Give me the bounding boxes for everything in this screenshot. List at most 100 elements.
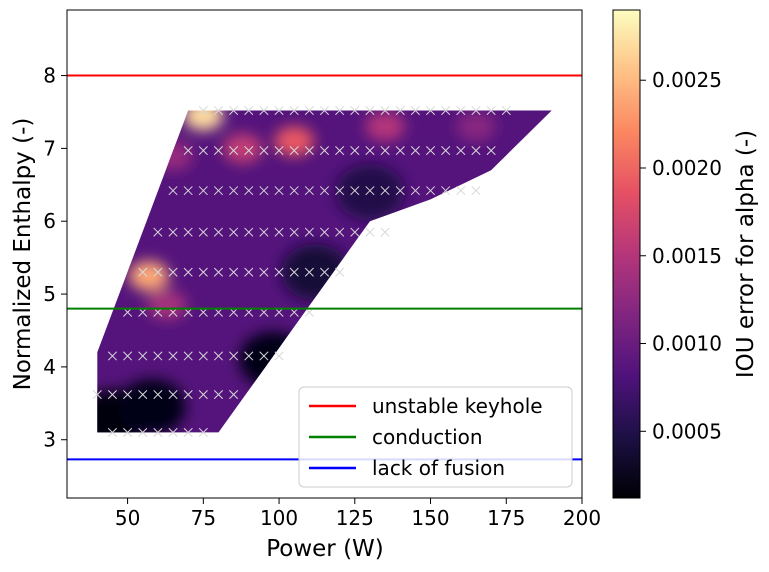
x-tick-label: 50 [115,506,140,530]
sample-point-marker [259,351,269,361]
sample-point-marker [486,146,496,156]
sample-point-marker [198,105,208,116]
sample-point-marker [425,146,436,156]
sample-point-marker [289,105,299,116]
sample-point-marker [168,351,178,361]
sample-point-marker [198,390,208,400]
sample-point-marker [244,351,254,361]
sample-point-marker [123,351,133,361]
sample-point-marker [319,186,330,196]
y-tick-label: 6 [43,209,56,233]
sample-point-marker [229,146,239,156]
sample-point-marker [410,105,420,116]
sample-point-marker [123,390,133,400]
sample-point-marker [153,390,163,400]
sample-point-marker [213,105,224,116]
y-axis-label: Normalized Enthalpy (-) [10,118,36,391]
sample-point-marker [304,105,314,116]
sample-point-marker [395,186,405,196]
sample-point-marker [274,351,284,361]
error-hotspot [183,110,224,131]
y-tick-label: 7 [43,136,56,160]
x-tick-label: 200 [563,506,601,530]
colorbar-gradient [612,9,641,499]
y-tick-label: 3 [43,428,56,452]
sample-point-marker [183,267,193,277]
sample-point-marker [183,227,193,237]
x-axis-label: Power (W) [266,536,384,562]
sample-point-marker [274,186,284,196]
legend-label-conduction: conduction [372,425,483,449]
sample-point-marker [441,105,451,116]
sample-point-marker [289,146,299,156]
plot-frame [66,9,583,499]
sample-point-marker [350,146,360,156]
sample-point-marker [183,390,193,400]
sample-point-marker [274,146,284,156]
sample-point-marker [471,186,481,196]
error-hotspot [222,133,263,164]
sample-point-marker [229,227,239,237]
sample-point-marker [456,105,466,116]
sample-point-marker [304,267,314,277]
sample-point-marker [198,227,208,237]
sample-point-marker [213,186,224,196]
error-lowspot [117,378,186,433]
sample-point-marker [335,186,345,196]
sample-point-marker [410,146,420,156]
sample-point-marker [229,105,239,116]
legend-label-lack-of-fusion: lack of fusion [372,456,505,480]
error-lowspot [239,331,307,388]
sample-point-marker [229,267,239,277]
sample-markers [92,105,511,438]
error-hotspot [365,111,406,142]
colorbar-label: IOU error for alpha (-) [733,130,759,378]
sample-point-marker [456,186,466,196]
colorbar-ticks: 0.0005 0.0010 0.0015 0.0020 0.0025 [640,68,722,443]
colorbar: 0.0005 0.0010 0.0015 0.0020 0.0025 IOU error… [612,9,759,499]
sample-point-marker [213,227,224,237]
sample-point-marker [410,186,420,196]
colorbar-tick-label: 0.0005 [652,419,722,443]
error-hotspot [274,126,315,157]
sample-point-marker [259,105,269,116]
sample-point-marker [350,186,360,196]
sample-point-marker [138,427,148,438]
colorbar-tick-label: 0.0010 [652,332,722,356]
sample-point-marker [107,390,117,400]
sample-point-marker [365,186,375,196]
sample-point-marker [274,105,284,116]
x-tick-label: 100 [260,506,298,530]
sample-point-marker [289,267,299,277]
y-tick-label: 8 [43,64,56,88]
sample-point-marker [319,105,330,116]
sample-point-marker [244,267,254,277]
x-tick-label: 150 [411,506,449,530]
x-tick-label: 125 [336,506,374,530]
sample-point-marker [213,146,224,156]
sample-point-marker [335,267,345,277]
sample-point-marker [365,105,375,116]
sample-point-marker [198,351,208,361]
sample-point-marker [319,267,330,277]
sample-point-marker [198,267,208,277]
sample-point-marker [289,186,299,196]
error-hotspot [153,140,194,171]
sample-point-marker [244,105,254,116]
sample-point-marker [168,390,178,400]
sample-point-marker [213,267,224,277]
sample-point-marker [107,351,117,361]
sample-point-marker [259,186,269,196]
sample-point-marker [380,227,390,237]
sample-point-marker [123,427,133,438]
sample-point-marker [304,146,314,156]
sample-point-marker [425,186,436,196]
sample-point-marker [380,186,390,196]
sample-point-marker [501,105,511,116]
sample-point-marker [274,267,284,277]
sample-point-marker [319,227,330,237]
sample-point-marker [244,186,254,196]
x-tick-label: 75 [191,506,216,530]
sample-point-marker [168,427,178,438]
sample-point-marker [198,186,208,196]
